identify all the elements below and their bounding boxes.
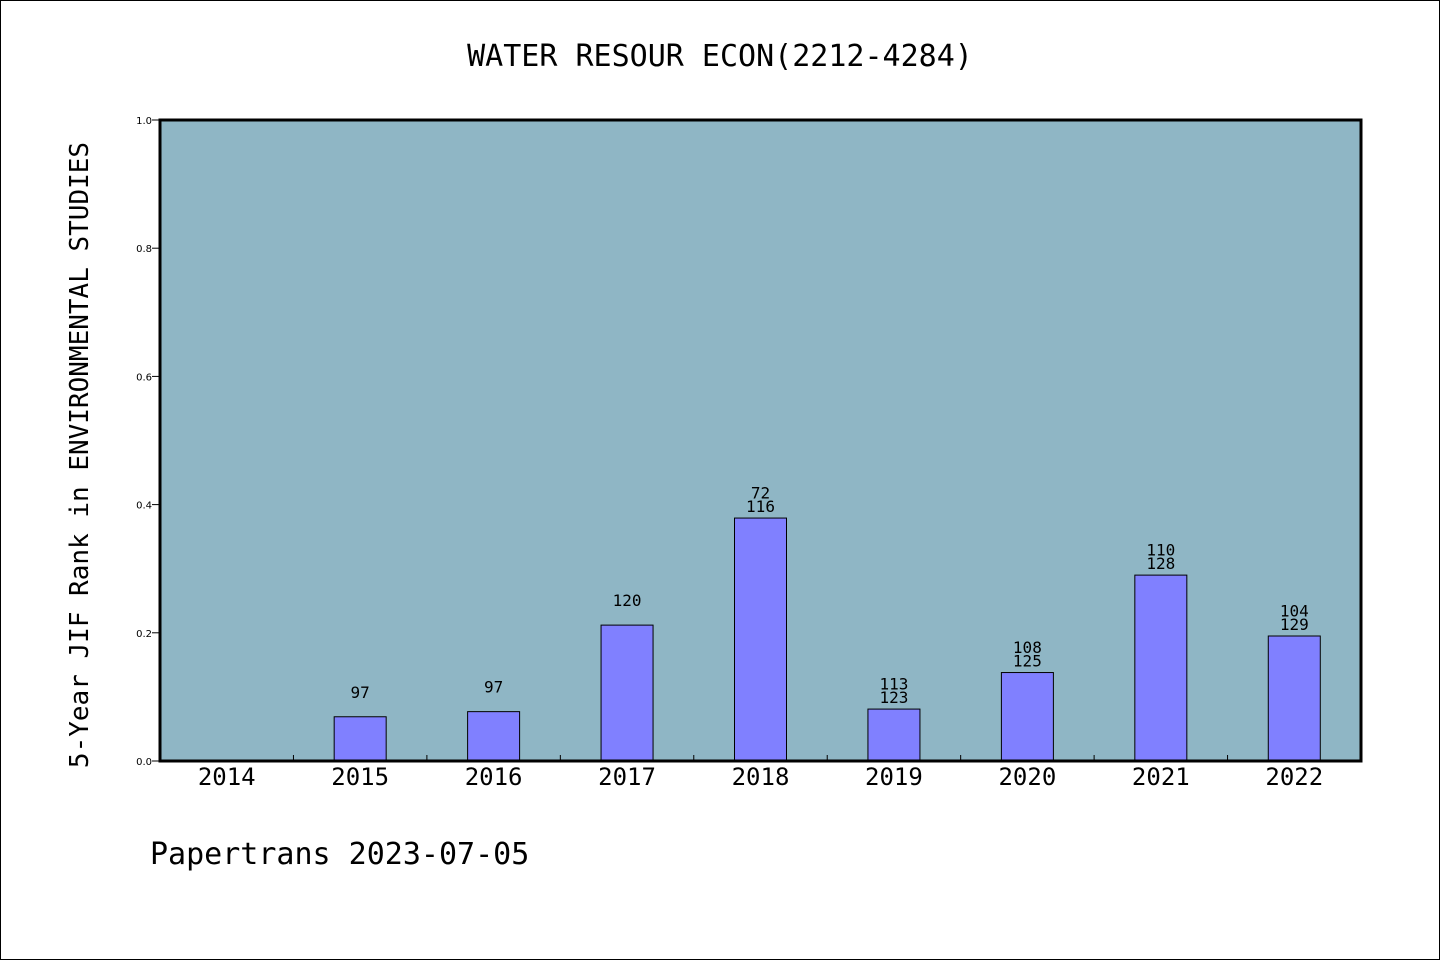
- bar-2021: [1134, 574, 1188, 762]
- y-tick-label-0.8: 0.8: [136, 244, 152, 255]
- bar-2019: [867, 708, 921, 762]
- bar-label-2021-1: 110: [1146, 541, 1175, 560]
- bar-label-2020-2: 125: [1013, 652, 1042, 671]
- bar-label-2017-1: 120: [613, 591, 642, 610]
- y-tick-label-1.0: 1.0: [136, 116, 152, 127]
- x-tick-label-2016: 2016: [465, 763, 523, 791]
- bar-label-2016-1: 97: [484, 678, 503, 697]
- bar-label-2015-1: 97: [351, 683, 370, 702]
- x-tick-label-2022: 2022: [1265, 763, 1323, 791]
- bar-label-2018-2: 116: [746, 497, 775, 516]
- chart-title: WATER RESOUR ECON(2212-4284): [467, 39, 973, 74]
- bar-label-2022-1: 104: [1280, 602, 1309, 621]
- bar-2018: [734, 517, 787, 762]
- bar-label-2019-1: 113: [879, 675, 908, 694]
- bar-2015: [333, 716, 387, 762]
- bar-label-2019-2: 123: [879, 688, 908, 707]
- y-axis-label: 5-Year JIF Rank in ENVIRONMENTAL STUDIES: [65, 142, 95, 768]
- x-axis: 2014 2015 2016 2017 2018 2019 2020 2021 2022: [198, 755, 1323, 791]
- x-tick-label-2017: 2017: [598, 763, 656, 791]
- bar-label-2021-2: 128: [1146, 554, 1175, 573]
- plot-border: [158, 118, 1363, 763]
- bar-label-2018-1: 72: [751, 484, 770, 503]
- bar-2017: [600, 624, 654, 762]
- bar-2022: [1267, 635, 1321, 762]
- x-tick-label-2015: 2015: [331, 763, 389, 791]
- x-tick-label-2019: 2019: [865, 763, 923, 791]
- y-axis: 0.0 0.2 0.4 0.6 0.8 1.0: [136, 116, 160, 768]
- y-tick-label-0.4: 0.4: [136, 501, 152, 512]
- y-tick-label-0.0: 0.0: [136, 757, 152, 768]
- x-tick-label-2018: 2018: [732, 763, 790, 791]
- x-tick-label-2021: 2021: [1132, 763, 1190, 791]
- footer-text: Papertrans 2023-07-05: [150, 837, 529, 872]
- y-tick-label-0.2: 0.2: [136, 629, 152, 640]
- bar-label-2020-1: 108: [1013, 638, 1042, 657]
- bars-group: [333, 517, 1321, 762]
- bar-label-2022-2: 129: [1280, 615, 1309, 634]
- x-tick-label-2014: 2014: [198, 763, 256, 791]
- y-tick-label-0.6: 0.6: [136, 372, 152, 383]
- bar-2020: [1000, 672, 1054, 762]
- bar-2016: [467, 711, 521, 762]
- x-tick-label-2020: 2020: [998, 763, 1056, 791]
